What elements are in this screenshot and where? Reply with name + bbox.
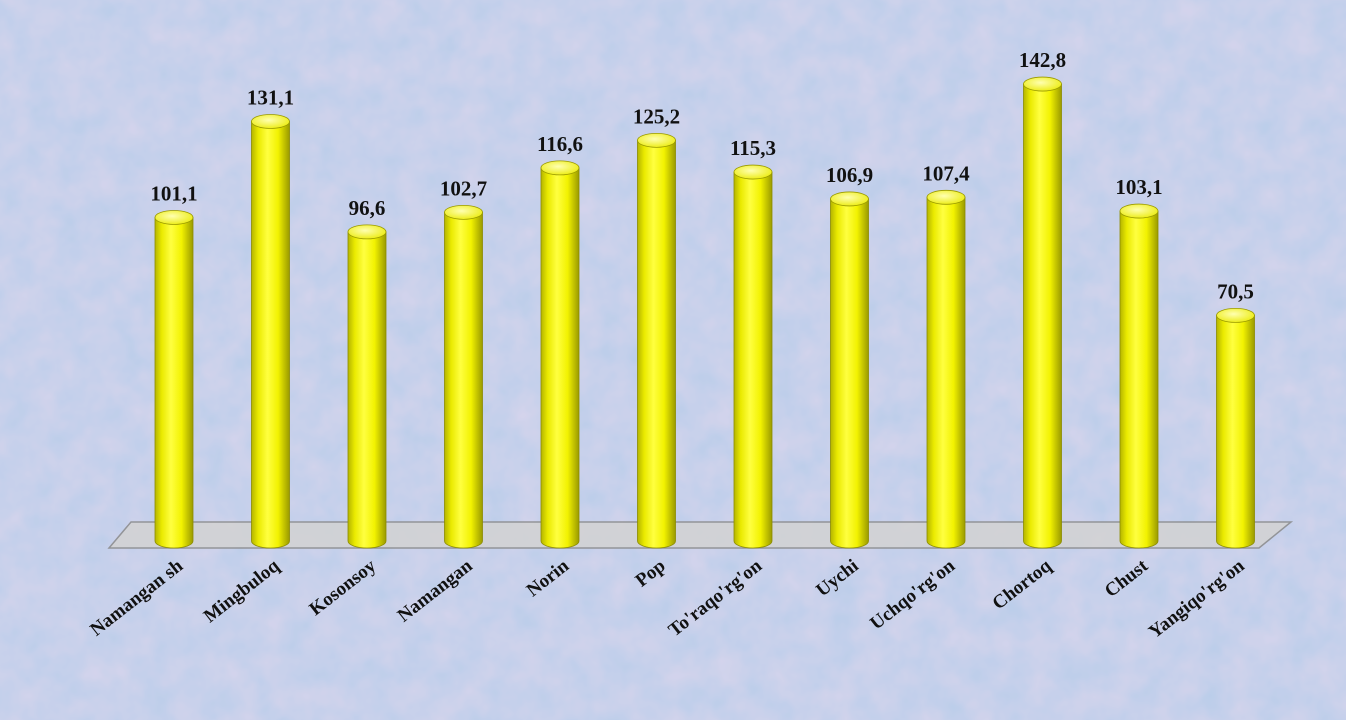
bar-top — [1023, 76, 1062, 92]
bar-body — [154, 217, 194, 549]
bar — [926, 189, 966, 549]
bar-body — [1119, 210, 1159, 549]
bar-top — [1119, 203, 1159, 219]
value-label: 131,1 — [247, 85, 294, 109]
bar-top — [637, 132, 676, 148]
bar — [540, 160, 580, 549]
bar-top — [1216, 307, 1255, 323]
bar-body — [540, 167, 580, 549]
bar — [733, 164, 773, 549]
value-label: 142,8 — [1019, 48, 1066, 72]
bar — [251, 114, 290, 549]
value-label: 102,7 — [440, 176, 487, 200]
bar-top — [444, 204, 483, 220]
bars-group — [154, 76, 1255, 549]
bar-top — [251, 114, 290, 129]
bar-body — [830, 198, 869, 549]
chart-floor — [107, 521, 1294, 549]
bar — [347, 224, 387, 549]
bar — [1023, 76, 1062, 549]
value-label: 106,9 — [826, 163, 873, 187]
bar — [444, 204, 483, 549]
value-label: 125,2 — [633, 104, 680, 128]
bar-top — [347, 224, 387, 240]
bar — [154, 210, 194, 549]
bar-body — [347, 231, 387, 549]
bar-body — [1023, 83, 1062, 549]
bar — [1216, 307, 1255, 549]
bar-top — [830, 191, 869, 207]
bar-body — [1216, 315, 1255, 549]
value-label: 116,6 — [537, 132, 583, 156]
value-label: 115,3 — [730, 136, 776, 160]
bar-top — [926, 189, 966, 205]
bar-body — [444, 211, 483, 549]
bar — [1119, 203, 1159, 549]
value-label: 107,4 — [922, 161, 970, 185]
value-label: 103,1 — [1115, 175, 1162, 199]
value-labels-group: 101,1 131,1 96,6 102,7 116,6 125,2 115,3 106,9 1… — [150, 48, 1254, 303]
bar-body — [733, 171, 773, 549]
value-label: 70,5 — [1217, 279, 1254, 303]
bar-body — [251, 121, 290, 549]
value-label: 101,1 — [150, 181, 197, 205]
bar-top — [733, 164, 773, 180]
bar — [830, 191, 869, 549]
bar-body — [926, 196, 966, 549]
bar-top — [540, 160, 580, 176]
bar — [637, 132, 676, 549]
bar-top — [154, 210, 194, 225]
bar-body — [637, 139, 676, 549]
value-label: 96,6 — [349, 196, 386, 220]
